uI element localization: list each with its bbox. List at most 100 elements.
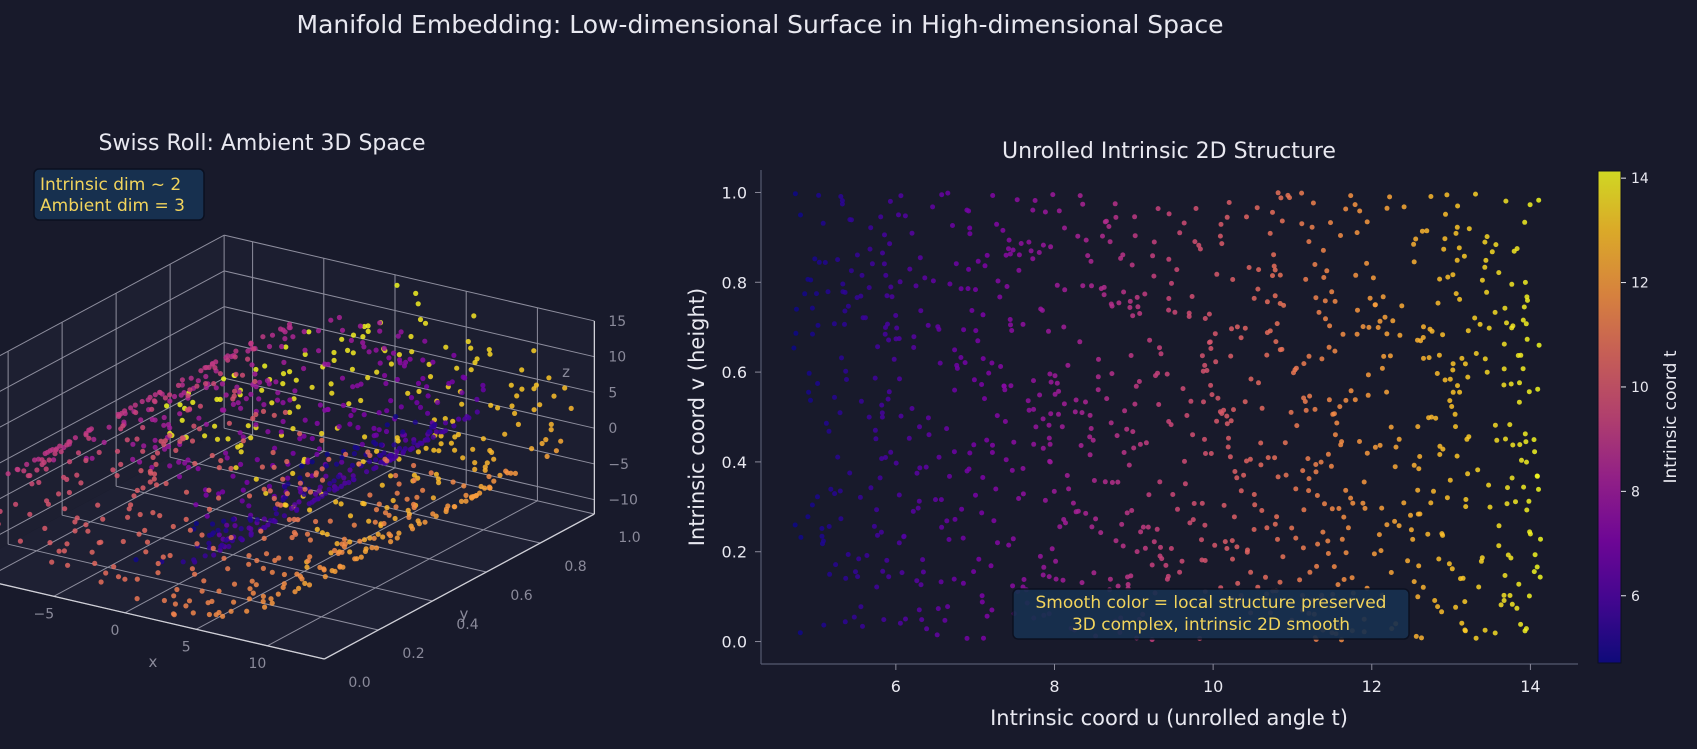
point-2d [1121, 450, 1127, 455]
point-3d [462, 416, 468, 422]
point-3d [233, 371, 239, 377]
point-3d [177, 402, 183, 408]
point-2d [1025, 398, 1031, 404]
point-3d [67, 459, 73, 465]
point-3d [393, 414, 399, 420]
point-3d [373, 457, 379, 463]
point-2d [1439, 609, 1445, 615]
point-2d [901, 533, 907, 539]
point-3d [85, 528, 91, 534]
point-3d [459, 390, 465, 396]
point-2d [1287, 195, 1292, 201]
point-2d [1305, 456, 1311, 462]
point-2d [820, 220, 826, 226]
point-2d [897, 620, 903, 626]
point-2d [1462, 361, 1468, 367]
point-3d [165, 443, 171, 450]
x-tick-label-3d: 0 [111, 623, 120, 639]
point-2d [1079, 410, 1085, 416]
point-3d [415, 449, 421, 455]
point-2d [1306, 488, 1312, 494]
point-2d [845, 552, 851, 557]
point-2d [1303, 276, 1309, 282]
point-3d [202, 553, 208, 559]
point-2d [1134, 294, 1140, 300]
point-3d [512, 470, 519, 476]
point-2d [1080, 201, 1086, 207]
point-2d [1492, 630, 1498, 636]
point-2d [897, 376, 902, 382]
point-3d [228, 608, 234, 614]
point-2d [883, 272, 889, 278]
point-3d [388, 398, 394, 404]
point-2d [1052, 391, 1058, 397]
point-3d [263, 551, 270, 557]
point-3d [220, 489, 226, 495]
point-2d [1275, 536, 1280, 542]
point-2d [980, 475, 986, 480]
point-3d [278, 502, 284, 508]
point-3d [301, 329, 307, 335]
point-2d [878, 529, 884, 535]
point-2d [1365, 392, 1371, 398]
point-2d [1037, 553, 1043, 559]
point-2d [1522, 431, 1528, 437]
point-3d [206, 487, 212, 493]
point-2d [1259, 405, 1265, 411]
y-tick-label-2d: 0.2 [722, 543, 747, 562]
point-3d [335, 474, 341, 480]
point-2d [918, 582, 924, 588]
x-tick-label-2d: 8 [1049, 677, 1059, 696]
point-2d [945, 190, 951, 196]
point-2d [1501, 598, 1507, 603]
point-2d [1531, 569, 1537, 575]
point-2d [997, 294, 1003, 300]
point-2d [1437, 452, 1443, 457]
point-3d [319, 493, 325, 499]
point-3d [414, 400, 420, 406]
point-3d [170, 523, 176, 530]
point-3d [484, 460, 490, 466]
point-3d [275, 390, 281, 396]
point-3d [259, 387, 265, 393]
point-2d [1306, 476, 1312, 482]
point-3d [268, 596, 274, 602]
point-2d [881, 617, 887, 623]
point-3d [27, 511, 33, 517]
point-3d [114, 448, 121, 454]
point-3d [259, 464, 265, 470]
point-3d [333, 499, 339, 505]
point-2d [1182, 458, 1187, 464]
point-2d [858, 604, 864, 610]
z-tick-label-3d: 0 [608, 421, 617, 437]
point-3d [269, 600, 275, 606]
point-3d [83, 457, 89, 464]
point-2d [859, 272, 865, 278]
point-2d [1339, 536, 1345, 542]
point-2d [1484, 234, 1490, 240]
point-3d [201, 578, 207, 584]
point-2d [1229, 538, 1235, 544]
z-tick-label-3d: −10 [608, 493, 638, 509]
point-2d [1355, 307, 1360, 313]
point-2d [1166, 296, 1172, 301]
point-2d [924, 626, 930, 632]
point-2d [1316, 309, 1322, 315]
point-2d [1376, 532, 1382, 538]
point-3d [304, 531, 311, 537]
point-2d [1479, 277, 1485, 283]
point-3d [463, 498, 469, 504]
point-3d [199, 532, 205, 538]
point-3d [334, 541, 340, 547]
point-3d [43, 466, 49, 472]
point-3d [196, 415, 202, 421]
point-3d [139, 398, 145, 405]
point-2d [980, 312, 986, 318]
point-2d [1134, 549, 1140, 555]
point-2d [1109, 371, 1115, 377]
point-2d [882, 232, 887, 238]
point-2d [809, 502, 815, 508]
point-3d [141, 443, 147, 449]
point-3d [351, 407, 357, 413]
point-3d [223, 450, 229, 456]
